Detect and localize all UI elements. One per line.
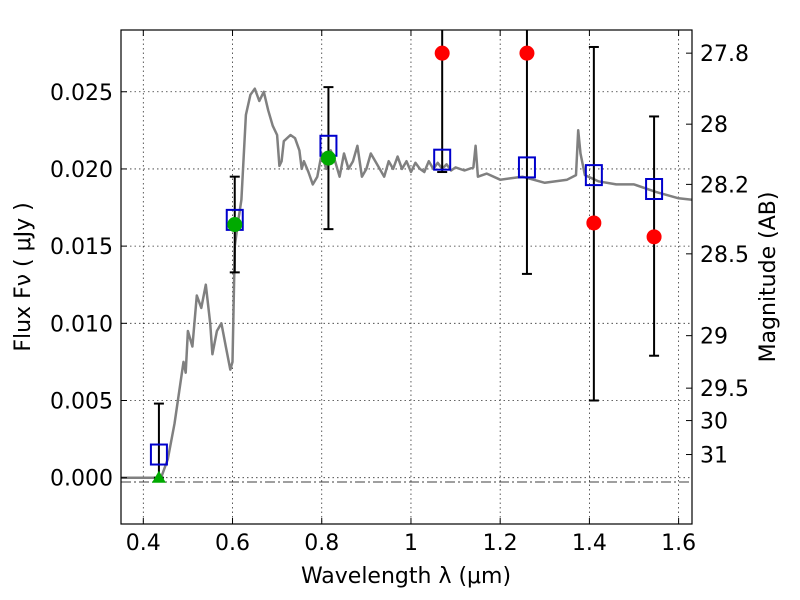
plot-frame — [120, 29, 693, 525]
y2-tick-label: 27.8 — [700, 42, 749, 67]
y2-tick-label: 30 — [700, 410, 728, 435]
data-layer — [121, 30, 693, 483]
model-photometry-square — [149, 443, 168, 466]
model-spectrum-line — [121, 87, 693, 479]
y-tick-label: 0.020 — [50, 158, 113, 183]
detection-point — [320, 150, 336, 166]
grid — [121, 30, 692, 524]
y2-tick-label: 29.5 — [700, 377, 749, 402]
x-tick-label: 1 — [404, 531, 418, 556]
y2-tick-label: 28.5 — [700, 243, 749, 268]
y-tick-label: 0.025 — [50, 81, 113, 106]
ticks: 0.4 0.6 0.8 1 1.2 1.4 1.6 0.000 0.005 0.010 0.015 0… — [50, 30, 749, 556]
detection-point — [227, 217, 243, 233]
y2-tick-label: 28 — [700, 113, 728, 138]
y2-tick-label: 29 — [700, 325, 728, 350]
model-photometry-square — [584, 164, 603, 187]
non-detection-point — [519, 45, 535, 61]
x-tick-label: 0.6 — [215, 531, 250, 556]
y-tick-label: 0.015 — [50, 235, 113, 260]
x-axis-label: Wavelength λ (μm) — [301, 564, 511, 589]
model-photometry-square — [517, 156, 536, 179]
y2-tick-label: 31 — [700, 444, 728, 469]
x-tick-label: 1.2 — [483, 531, 518, 556]
x-tick-label: 0.8 — [304, 531, 339, 556]
y-tick-label: 0.000 — [50, 467, 113, 492]
y2-tick-label: 28.2 — [700, 173, 749, 198]
y-axis-label: Flux Fν ( μJy ) — [11, 202, 36, 351]
x-tick-label: 0.4 — [126, 531, 161, 556]
non-detection-point — [434, 45, 450, 61]
non-detection-point — [646, 229, 662, 245]
y-tick-label: 0.010 — [50, 312, 113, 337]
upper-limit-triangle — [151, 470, 166, 483]
model-photometry-square — [645, 178, 664, 201]
x-tick-label: 1.4 — [572, 531, 607, 556]
x-tick-label: 1.6 — [661, 531, 696, 556]
non-detection-point — [586, 215, 602, 231]
y-tick-label: 0.005 — [50, 390, 113, 415]
model-photometry-square — [433, 148, 452, 171]
y2-axis-label: Magnitude (AB) — [756, 192, 781, 363]
